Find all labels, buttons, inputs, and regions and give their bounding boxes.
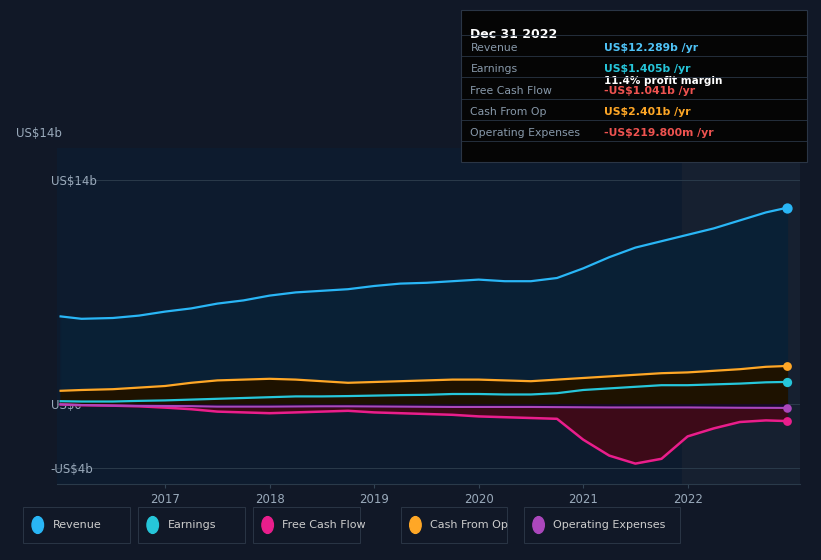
Text: Cash From Op: Cash From Op <box>470 107 547 117</box>
Text: Cash From Op: Cash From Op <box>430 520 508 530</box>
Text: Free Cash Flow: Free Cash Flow <box>282 520 366 530</box>
Text: 11.4% profit margin: 11.4% profit margin <box>604 76 722 86</box>
Text: Revenue: Revenue <box>470 43 518 53</box>
Text: Earnings: Earnings <box>470 64 517 74</box>
Text: Operating Expenses: Operating Expenses <box>470 128 580 138</box>
Text: US$14b: US$14b <box>16 127 62 140</box>
Point <box>780 362 793 371</box>
Text: Earnings: Earnings <box>167 520 216 530</box>
Text: -US$219.800m /yr: -US$219.800m /yr <box>604 128 714 138</box>
Bar <box>682 148 803 484</box>
Text: US$12.289b /yr: US$12.289b /yr <box>604 43 699 53</box>
Point <box>780 403 793 412</box>
Point <box>780 377 793 386</box>
Text: Revenue: Revenue <box>53 520 101 530</box>
Text: Free Cash Flow: Free Cash Flow <box>470 86 553 96</box>
Text: Operating Expenses: Operating Expenses <box>553 520 666 530</box>
Text: -US$1.041b /yr: -US$1.041b /yr <box>604 86 695 96</box>
Point <box>780 417 793 426</box>
Text: US$2.401b /yr: US$2.401b /yr <box>604 107 691 117</box>
Point <box>780 203 793 212</box>
Text: US$1.405b /yr: US$1.405b /yr <box>604 64 690 74</box>
Text: Dec 31 2022: Dec 31 2022 <box>470 28 557 41</box>
